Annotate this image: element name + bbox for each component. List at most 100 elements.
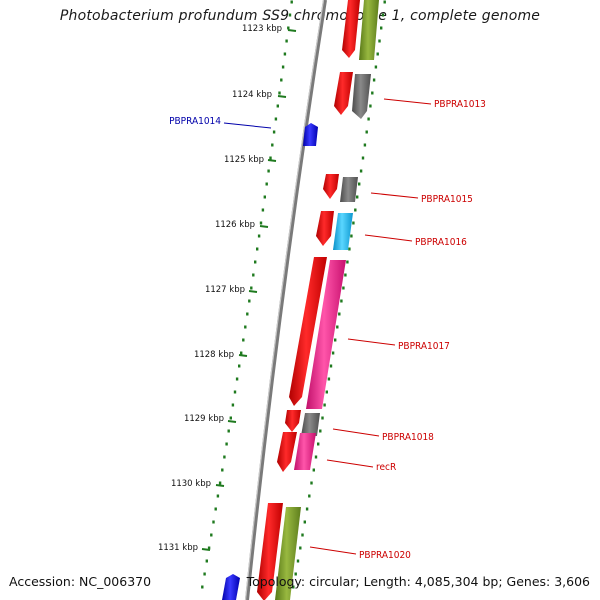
outer-guide-dot xyxy=(319,429,322,433)
outer-guide-dot xyxy=(344,273,347,277)
gene-feature-cds[interactable] xyxy=(323,174,339,199)
gene-feature-cds[interactable] xyxy=(285,410,301,432)
outer-guide-dot xyxy=(359,169,363,173)
inner-guide-dot xyxy=(256,247,259,251)
outer-guide-dot xyxy=(363,143,367,147)
inner-guide-dot xyxy=(225,442,228,446)
kbp-label: 1130 kbp xyxy=(171,479,211,489)
inner-guide-dot xyxy=(223,455,226,459)
gene-feature-cds[interactable] xyxy=(277,432,297,472)
outer-guide-dot xyxy=(310,481,313,485)
outer-guide-dot xyxy=(346,260,349,264)
outer-guide-dot xyxy=(303,520,306,524)
gene-feature-cds[interactable] xyxy=(342,0,360,58)
gene-label-text[interactable]: PBPRA1020 xyxy=(359,550,411,561)
gene-label-text[interactable]: PBPRA1014 xyxy=(169,116,221,127)
inner-guide-dot xyxy=(288,13,292,17)
gene-feature-olive[interactable] xyxy=(359,0,379,60)
outer-guide-dot xyxy=(292,585,295,589)
gene-label-text[interactable]: PBPRA1013 xyxy=(434,99,486,110)
gene-label-text[interactable]: PBPRA1015 xyxy=(421,194,473,205)
gene-label-pbpra1017[interactable]: PBPRA1017 xyxy=(347,338,450,352)
inner-guide-dot xyxy=(285,39,288,43)
inner-guide-dot xyxy=(221,468,224,472)
gene-label-recr[interactable]: recR xyxy=(326,459,396,473)
kbp-tick-1124: 1124 kbp xyxy=(232,90,287,100)
gene-feature-cds[interactable] xyxy=(334,72,353,115)
outer-guide-dot xyxy=(325,390,328,394)
outer-guide-dot xyxy=(338,312,341,316)
gene-feature-pink[interactable] xyxy=(294,433,316,470)
chromosome-backbone-highlight xyxy=(244,0,325,600)
inner-guide-dot xyxy=(271,143,274,147)
inner-guide-dot xyxy=(218,481,222,485)
inner-guide-dot xyxy=(257,234,261,238)
inner-guide-dot xyxy=(229,416,232,420)
kbp-tick-1125: 1125 kbp xyxy=(224,155,277,165)
inner-guide-dot xyxy=(278,91,281,95)
gene-feature-cds[interactable] xyxy=(289,257,327,406)
gene-feature-blue[interactable] xyxy=(303,123,318,146)
gene-feature-olive[interactable] xyxy=(275,507,301,600)
inner-guide-dot xyxy=(216,494,220,498)
gene-labels: PBPRA1013 PBPRA1014 PBPRA1015 PBPRA1016 … xyxy=(169,98,486,561)
inner-guide-dot xyxy=(259,221,263,225)
gene-feature-cyan[interactable] xyxy=(333,213,353,250)
outer-guide-dot xyxy=(340,299,343,303)
outer-guide-dot xyxy=(381,13,385,17)
gene-label-pbpra1020[interactable]: PBPRA1020 xyxy=(309,546,411,561)
gene-label-pbpra1018[interactable]: PBPRA1018 xyxy=(332,428,434,443)
kbp-tick-1123: 1123 kbp xyxy=(242,24,297,34)
outer-guide-dot xyxy=(294,572,297,576)
kbp-label: 1128 kbp xyxy=(194,350,234,360)
inner-guide-dot xyxy=(267,169,270,173)
inner-guide-dot xyxy=(235,377,239,381)
outer-guide-dot xyxy=(356,195,359,199)
gene-label-pbpra1014[interactable]: PBPRA1014 xyxy=(169,116,272,129)
inner-guide-dot xyxy=(214,507,217,511)
gene-label-pbpra1016[interactable]: PBPRA1016 xyxy=(364,234,467,248)
map-title: Photobacterium profundum SS9 chromosome … xyxy=(59,8,541,24)
inner-guide-dot xyxy=(269,156,272,160)
gene-label-pbpra1015[interactable]: PBPRA1015 xyxy=(370,192,473,205)
outer-guide-dot xyxy=(334,338,337,342)
gene-label-text[interactable]: PBPRA1016 xyxy=(415,237,467,248)
inner-guide-dot xyxy=(290,0,293,4)
gene-feature-pink[interactable] xyxy=(306,260,346,409)
outer-guide-dot xyxy=(331,351,335,355)
gene-feature-gray[interactable] xyxy=(340,177,358,202)
gene-label-pbpra1013[interactable]: PBPRA1013 xyxy=(383,98,486,110)
inner-guide-dot xyxy=(254,260,257,264)
kbp-label: 1124 kbp xyxy=(232,90,272,100)
outer-guide-dot xyxy=(367,117,370,121)
gene-feature-cds[interactable] xyxy=(257,503,283,600)
outer-guide-dot xyxy=(358,182,361,186)
gene-label-text[interactable]: PBPRA1018 xyxy=(382,432,434,443)
outer-guide-dot xyxy=(317,442,320,446)
gene-feature-gray[interactable] xyxy=(352,74,371,119)
kbp-tick-1128: 1128 kbp xyxy=(194,350,248,360)
inner-guide-dot xyxy=(212,520,215,524)
outer-guide-dot xyxy=(374,65,378,69)
gene-label-text[interactable]: PBPRA1017 xyxy=(398,341,450,352)
outer-guide-dot xyxy=(380,26,383,30)
dotted-guide-lines xyxy=(201,0,386,589)
gene-feature-blue[interactable] xyxy=(222,574,240,600)
gene-feature-gray[interactable] xyxy=(301,413,320,436)
inner-guide-dot xyxy=(240,351,243,355)
inner-guide-dot xyxy=(203,572,206,576)
outer-guide-dot xyxy=(352,221,355,225)
outer-guide-dot xyxy=(354,208,357,212)
chromosome-backbone xyxy=(245,0,327,600)
genome-summary-text: Topology: circular; Length: 4,085,304 bp… xyxy=(246,574,590,589)
gene-feature-cds[interactable] xyxy=(316,211,334,246)
outer-guide-dot xyxy=(361,156,365,160)
gene-label-text[interactable]: recR xyxy=(376,462,396,473)
outer-guide-dot xyxy=(378,39,381,43)
inner-guide-dot xyxy=(205,559,208,563)
left-track-genes xyxy=(222,123,318,600)
outer-guide-dot xyxy=(383,0,386,4)
outer-guide-dot xyxy=(327,377,331,381)
accession-text: Accession: NC_006370 xyxy=(9,574,152,589)
